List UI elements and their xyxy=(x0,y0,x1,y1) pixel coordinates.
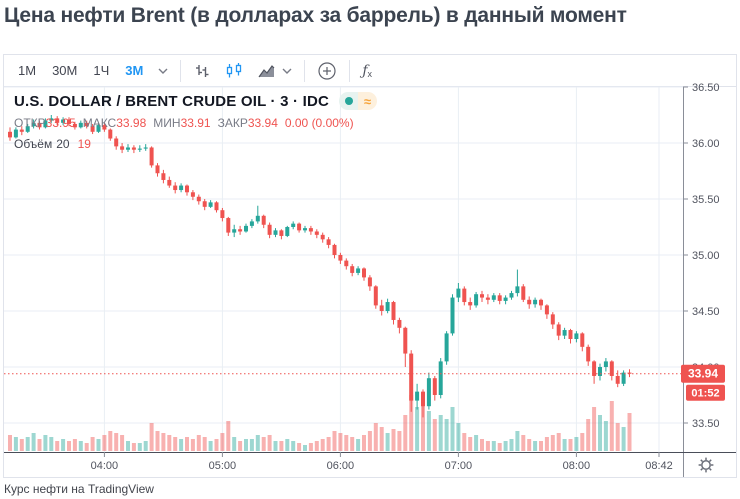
interval-button-1М[interactable]: 1М xyxy=(10,57,44,85)
interval-group: 1М 30М 1Ч 3М xyxy=(10,57,151,85)
area-style-icon xyxy=(258,64,275,77)
page-title: Цена нефти Brent (в долларах за баррель)… xyxy=(4,4,627,27)
svg-text:36.00: 36.00 xyxy=(692,138,720,150)
bars-style-icon xyxy=(196,64,209,77)
svg-text:34.50: 34.50 xyxy=(692,306,720,318)
svg-text:35.50: 35.50 xyxy=(692,194,720,206)
tradingview-widget: 1М 30М 1Ч 3М xyxy=(3,54,737,478)
chart-area: 36.5036.0035.5035.0034.5034.0033.5004:00… xyxy=(4,82,736,477)
interval-dropdown-button[interactable] xyxy=(151,57,175,85)
compare-button[interactable] xyxy=(310,57,344,85)
svg-text:07:00: 07:00 xyxy=(445,460,473,472)
interval-button-30М[interactable]: 30М xyxy=(44,57,85,85)
svg-text:08:42: 08:42 xyxy=(645,460,673,472)
svg-text:36.50: 36.50 xyxy=(692,82,720,94)
svg-text:33.94: 33.94 xyxy=(688,367,718,381)
axis-settings-gear-icon[interactable] xyxy=(696,455,716,475)
style-area-button[interactable] xyxy=(250,57,299,85)
svg-text:01:52: 01:52 xyxy=(691,388,719,400)
svg-text:35.00: 35.00 xyxy=(692,250,720,262)
style-candles-button[interactable] xyxy=(218,57,250,85)
svg-text:06:00: 06:00 xyxy=(327,460,355,472)
interval-button-3М[interactable]: 3М xyxy=(117,57,151,85)
indicators-button[interactable]: ƒx xyxy=(355,57,379,85)
svg-text:33.50: 33.50 xyxy=(692,418,720,430)
toolbar-separator xyxy=(349,59,351,82)
svg-text:05:00: 05:00 xyxy=(209,460,237,472)
style-bars-button[interactable] xyxy=(186,57,218,85)
svg-text:04:00: 04:00 xyxy=(91,460,119,472)
compare-plus-icon xyxy=(318,61,336,80)
attribution-link[interactable]: Курс нефти на TradingView xyxy=(4,482,154,496)
fx-indicators-icon: ƒx xyxy=(362,62,373,79)
chevron-down-icon xyxy=(158,68,168,74)
svg-text:08:00: 08:00 xyxy=(563,460,591,472)
chart-canvas[interactable]: 36.5036.0035.5035.0034.5034.0033.5004:00… xyxy=(4,82,736,477)
toolbar-separator xyxy=(304,59,306,82)
toolbar-separator xyxy=(180,59,182,82)
candles-style-icon xyxy=(227,62,242,77)
chevron-down-icon xyxy=(282,68,292,74)
interval-button-1Ч[interactable]: 1Ч xyxy=(85,57,117,85)
chart-toolbar: 1М 30М 1Ч 3М xyxy=(4,55,736,87)
